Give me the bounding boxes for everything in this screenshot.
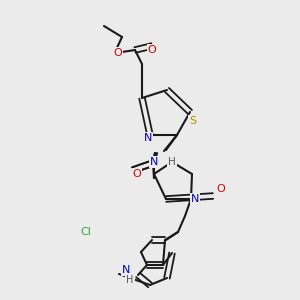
Text: N: N <box>150 157 158 167</box>
Text: Cl: Cl <box>81 227 92 237</box>
Text: O: O <box>114 48 122 58</box>
Text: H: H <box>126 275 134 285</box>
Text: N: N <box>191 194 200 204</box>
Text: H: H <box>168 157 176 167</box>
Text: N: N <box>122 265 130 275</box>
Text: N: N <box>144 133 152 143</box>
Text: S: S <box>189 116 197 126</box>
Text: O: O <box>148 45 156 55</box>
Text: O: O <box>133 169 141 179</box>
Text: O: O <box>217 184 225 194</box>
